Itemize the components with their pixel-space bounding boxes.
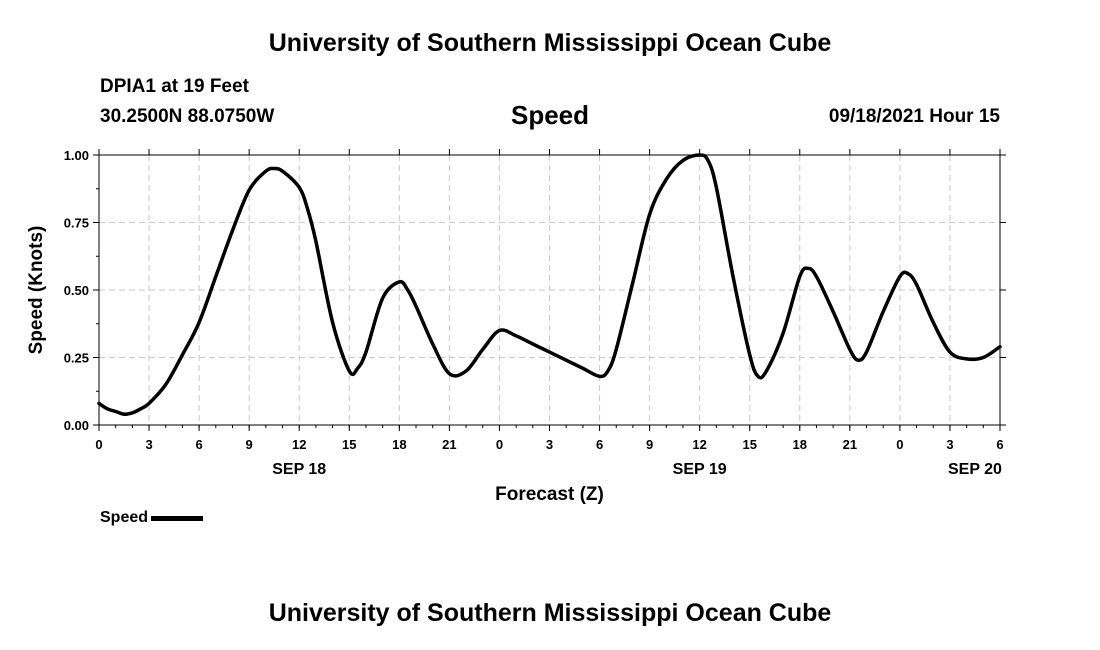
y-axis-label: Speed (Knots): [26, 226, 47, 355]
x-tick-label: 0: [496, 437, 503, 452]
x-tick-label: 21: [843, 437, 857, 452]
x-tick-label: 21: [442, 437, 456, 452]
speed-chart: 0.00 0.25 0.50 0.75 1.00 0 3 6 9 12 15 18 21 0 3 6 9 12 1…: [0, 0, 1100, 650]
x-tick-label: 15: [742, 437, 756, 452]
x-axis-label: Forecast (Z): [495, 484, 604, 505]
grid: [99, 155, 1000, 425]
x-tick-label: 3: [946, 437, 953, 452]
y-tick-label: 1.00: [64, 148, 89, 163]
footer-title: University of Southern Mississippi Ocean…: [0, 599, 1100, 628]
x-tick-label: 6: [996, 437, 1003, 452]
x-tick-label: 9: [246, 437, 253, 452]
x-tick-label: 3: [546, 437, 553, 452]
x-tick-label: 18: [392, 437, 406, 452]
x-tick-label: 9: [646, 437, 653, 452]
date-label: SEP 19: [673, 461, 727, 478]
x-tick-label: 6: [195, 437, 202, 452]
y-tick-label: 0.75: [64, 216, 89, 231]
date-label: SEP 18: [272, 461, 326, 478]
x-tick-label: 12: [292, 437, 306, 452]
x-tick-label: 6: [596, 437, 603, 452]
y-tick-label: 0.00: [64, 418, 89, 433]
x-tick-label: 0: [95, 437, 102, 452]
x-tick-label: 18: [793, 437, 807, 452]
y-tick-label: 0.50: [64, 283, 89, 298]
legend-label: Speed: [100, 509, 148, 527]
x-tick-label: 0: [896, 437, 903, 452]
y-tick-label: 0.25: [64, 351, 89, 366]
x-tick-label: 12: [692, 437, 706, 452]
date-label: SEP 20: [948, 461, 1002, 478]
legend: Speed: [100, 509, 203, 527]
x-tick-label: 15: [342, 437, 356, 452]
x-tick-label: 3: [145, 437, 152, 452]
legend-line-swatch: [151, 516, 203, 521]
